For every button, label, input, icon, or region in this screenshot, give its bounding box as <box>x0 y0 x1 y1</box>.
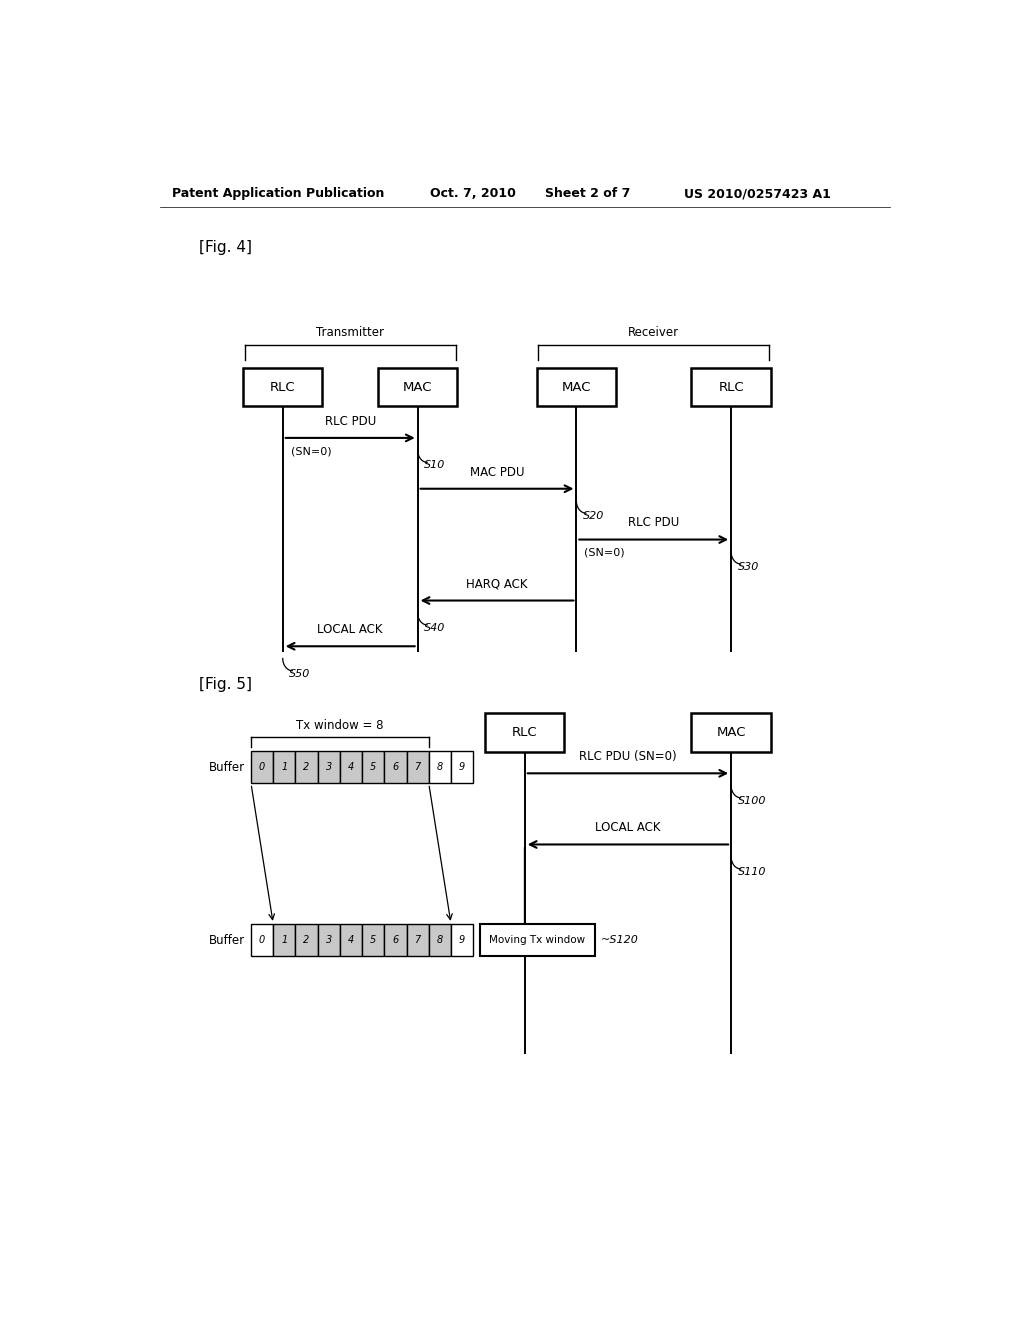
Bar <box>317 924 340 956</box>
Text: 3: 3 <box>326 762 332 772</box>
Bar <box>362 924 384 956</box>
Bar <box>407 751 429 784</box>
Text: Transmitter: Transmitter <box>316 326 384 339</box>
Text: 8: 8 <box>437 762 443 772</box>
Text: (SN=0): (SN=0) <box>585 548 625 557</box>
Text: RLC PDU: RLC PDU <box>325 414 376 428</box>
Bar <box>273 924 296 956</box>
Bar <box>537 368 616 407</box>
Bar <box>251 924 273 956</box>
Bar <box>340 924 362 956</box>
Text: 4: 4 <box>348 762 354 772</box>
Text: S110: S110 <box>737 867 766 876</box>
Text: 6: 6 <box>392 935 398 945</box>
Text: 3: 3 <box>326 935 332 945</box>
Text: S20: S20 <box>583 511 604 521</box>
Bar <box>243 368 323 407</box>
Text: 0: 0 <box>259 762 265 772</box>
Bar <box>451 924 473 956</box>
Text: S50: S50 <box>289 669 310 678</box>
Text: LOCAL ACK: LOCAL ACK <box>317 623 383 636</box>
Bar <box>429 751 451 784</box>
Text: Tx window = 8: Tx window = 8 <box>296 718 384 731</box>
Text: 0: 0 <box>259 935 265 945</box>
Text: Buffer: Buffer <box>209 933 245 946</box>
Text: 2: 2 <box>303 762 309 772</box>
Text: 9: 9 <box>459 935 465 945</box>
Text: 9: 9 <box>459 762 465 772</box>
Text: RLC PDU (SN=0): RLC PDU (SN=0) <box>580 750 677 763</box>
Text: S10: S10 <box>424 461 445 470</box>
Text: RLC PDU: RLC PDU <box>628 516 679 529</box>
Bar <box>251 751 273 784</box>
Text: MAC: MAC <box>561 380 591 393</box>
Bar <box>273 751 296 784</box>
Text: Oct. 7, 2010: Oct. 7, 2010 <box>430 187 515 201</box>
Bar <box>451 751 473 784</box>
Text: Buffer: Buffer <box>209 760 245 774</box>
Text: HARQ ACK: HARQ ACK <box>466 577 527 590</box>
Bar <box>407 924 429 956</box>
Text: ~S120: ~S120 <box>601 935 639 945</box>
Bar <box>429 924 451 956</box>
Text: LOCAL ACK: LOCAL ACK <box>595 821 660 834</box>
Bar <box>317 751 340 784</box>
Text: [Fig. 4]: [Fig. 4] <box>200 240 253 255</box>
Text: (SN=0): (SN=0) <box>291 446 332 455</box>
Text: Sheet 2 of 7: Sheet 2 of 7 <box>545 187 630 201</box>
Text: 1: 1 <box>282 762 288 772</box>
Text: RLC: RLC <box>270 380 296 393</box>
Bar <box>362 751 384 784</box>
Text: Moving Tx window: Moving Tx window <box>489 935 585 945</box>
Text: Patent Application Publication: Patent Application Publication <box>172 187 384 201</box>
Text: 7: 7 <box>415 935 421 945</box>
Text: MAC: MAC <box>402 380 432 393</box>
Bar <box>691 713 771 752</box>
Text: 1: 1 <box>282 935 288 945</box>
Text: 5: 5 <box>370 935 377 945</box>
Text: MAC PDU: MAC PDU <box>470 466 524 479</box>
Bar <box>340 751 362 784</box>
Text: 8: 8 <box>437 935 443 945</box>
Text: 6: 6 <box>392 762 398 772</box>
Text: MAC: MAC <box>717 726 745 739</box>
Text: S30: S30 <box>737 562 759 572</box>
Bar <box>485 713 564 752</box>
Text: 7: 7 <box>415 762 421 772</box>
Bar <box>384 751 407 784</box>
Text: S100: S100 <box>737 796 766 805</box>
Text: RLC: RLC <box>512 726 538 739</box>
Text: 2: 2 <box>303 935 309 945</box>
Text: US 2010/0257423 A1: US 2010/0257423 A1 <box>684 187 830 201</box>
Bar <box>296 924 317 956</box>
Text: S40: S40 <box>424 623 445 632</box>
Text: 5: 5 <box>370 762 377 772</box>
Text: [Fig. 5]: [Fig. 5] <box>200 677 253 692</box>
Bar <box>691 368 771 407</box>
Bar <box>479 924 595 956</box>
Text: RLC: RLC <box>718 380 744 393</box>
Bar <box>378 368 458 407</box>
Text: Receiver: Receiver <box>628 326 679 339</box>
Bar <box>384 924 407 956</box>
Text: 4: 4 <box>348 935 354 945</box>
Bar <box>296 751 317 784</box>
